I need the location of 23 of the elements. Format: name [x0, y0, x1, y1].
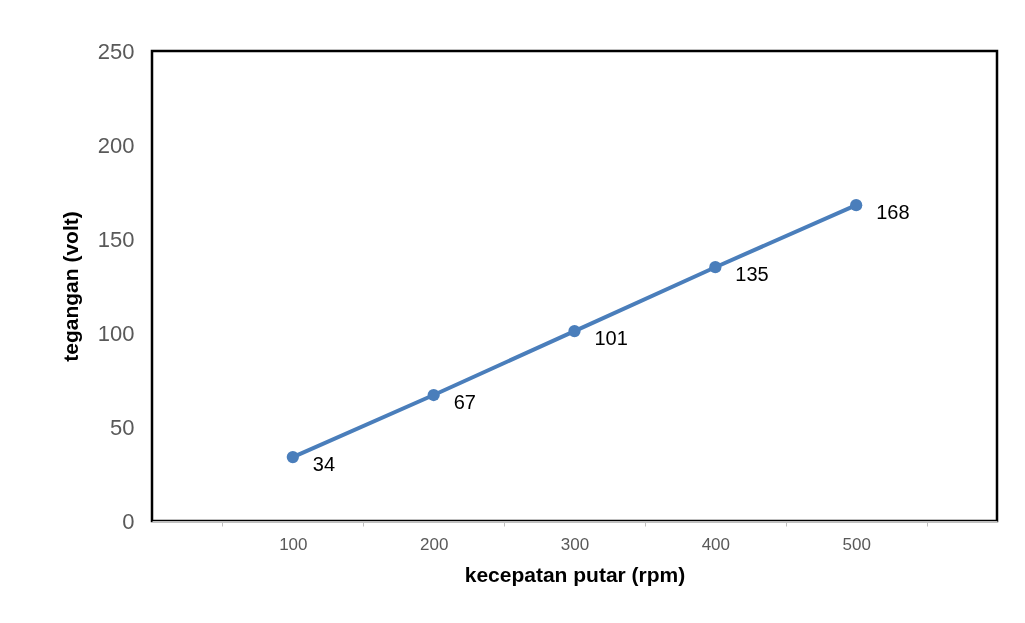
point: [850, 199, 863, 212]
data-label: 101: [594, 327, 628, 350]
data-label: 135: [735, 263, 769, 286]
x-tick-label: 400: [701, 534, 731, 554]
x-tick-label: 500: [842, 534, 871, 554]
x-tick-label: 300: [560, 534, 590, 554]
point: [709, 261, 722, 274]
x-tick-label: 200: [419, 534, 449, 554]
point: [568, 325, 581, 338]
data-label: 34: [312, 453, 336, 476]
data-label: 168: [876, 201, 910, 224]
y-tick-label: 200: [97, 132, 135, 158]
y-axis-title: tegangan (volt): [58, 211, 82, 362]
y-tick-label: 100: [97, 320, 135, 346]
point: [427, 388, 440, 402]
y-tick-label: 150: [97, 226, 135, 252]
data-label: 67: [453, 391, 476, 414]
x-tick-label: 100: [279, 534, 308, 554]
y-tick-label: 0: [122, 508, 135, 534]
y-tick-label: 250: [97, 38, 135, 64]
point: [286, 450, 299, 464]
x-axis-title: kecepatan putar (rpm): [464, 562, 686, 586]
y-tick-label: 50: [110, 414, 135, 440]
